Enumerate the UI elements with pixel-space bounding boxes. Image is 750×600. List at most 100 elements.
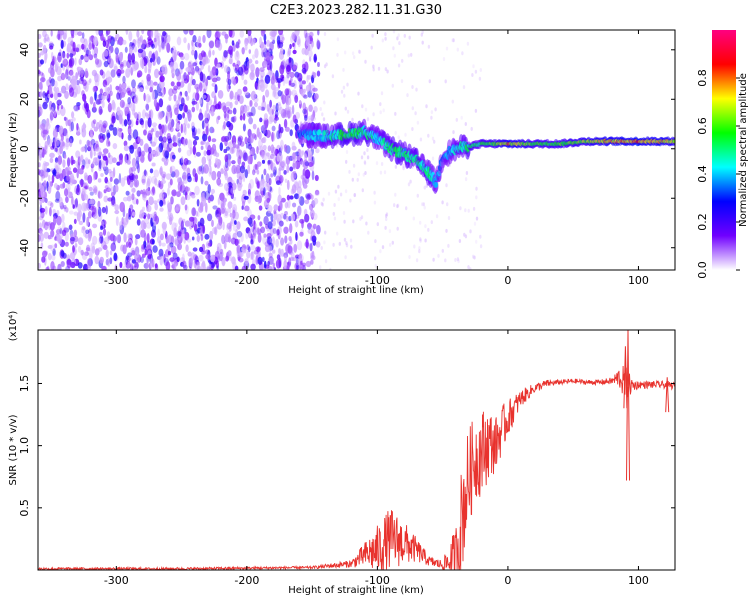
spectrogram-noise-cell [71, 111, 75, 119]
spectrogram-noise-cell [177, 113, 183, 121]
spectrogram-noise-cell [324, 230, 327, 235]
spectrogram-noise-cell [186, 74, 190, 83]
spectrogram-noise-cell [107, 197, 113, 202]
spectrogram-noise-cell [165, 261, 171, 270]
spectrogram-noise-cell [154, 263, 158, 269]
spectrogram-noise-cell [357, 91, 360, 96]
spectrogram-noise-cell [178, 52, 184, 58]
spectrogram-noise-cell [359, 216, 362, 221]
spectrogram-noise-cell [265, 51, 271, 61]
spectrogram-noise-cell [419, 220, 422, 225]
spectrogram-noise-cell [461, 51, 464, 56]
spectrogram-noise-cell [256, 169, 260, 175]
spectrogram-noise-cell [276, 35, 281, 45]
spectrogram-marks [38, 30, 675, 270]
spectrogram-noise-cell [73, 104, 76, 111]
spectrogram-noise-cell [294, 220, 299, 228]
spectrogram-noise-cell [173, 51, 177, 61]
spectrogram-noise-cell [371, 33, 374, 38]
spectrogram-noise-cell [412, 216, 415, 221]
spectrogram-ridge-cell [434, 181, 439, 188]
spectrogram-noise-cell [243, 79, 248, 85]
spectrogram-noise-cell [141, 59, 145, 70]
snr-y-tick-label: 1.0 [18, 437, 31, 455]
spectrogram-noise-cell [59, 228, 63, 235]
spectrogram-noise-cell [266, 197, 271, 203]
spectrogram-noise-cell [107, 102, 112, 113]
spectrogram-noise-cell [353, 193, 357, 197]
spectrogram-noise-cell [194, 50, 198, 60]
spectrogram-noise-cell [384, 32, 387, 37]
spectrogram-noise-cell [40, 171, 44, 182]
spectrogram-noise-cell [78, 168, 84, 175]
spectrogram-noise-cell [304, 199, 310, 205]
spectrogram-noise-cell [285, 215, 290, 222]
spectrogram-noise-cell [65, 138, 70, 143]
spectrogram-noise-cell [257, 84, 262, 91]
spectrogram-noise-cell [289, 43, 292, 50]
spectrogram-noise-cell [211, 219, 214, 227]
spectrogram-noise-cell [121, 82, 127, 90]
spectrogram-noise-cell [147, 68, 151, 74]
spectrogram-noise-cell [136, 254, 142, 263]
spectrogram-noise-cell [60, 39, 64, 49]
spectrogram-noise-cell [388, 229, 392, 234]
spectrogram-noise-cell [141, 79, 144, 86]
spectrogram-noise-cell [60, 63, 64, 68]
spectrogram-noise-cell [424, 224, 427, 229]
spectrogram-noise-cell [433, 139, 436, 144]
spectrogram-noise-cell [111, 99, 116, 110]
spectrogram-noise-cell [296, 240, 303, 251]
spectrogram-noise-cell [145, 93, 151, 104]
spectrogram-noise-cell [167, 202, 171, 210]
spectrogram-noise-cell [407, 53, 410, 58]
spectrogram-noise-cell [469, 229, 472, 234]
spectrogram-noise-cell [191, 106, 196, 113]
spectrogram-noise-cell [292, 114, 297, 123]
spectrogram-noise-cell [198, 165, 203, 172]
spectrogram-noise-cell [208, 158, 212, 168]
spectrogram-noise-cell [167, 187, 170, 196]
spectrogram-noise-cell [309, 31, 314, 38]
spectrogram-noise-cell [228, 58, 233, 65]
spectrogram-noise-cell [49, 157, 54, 163]
spectrogram-x-tick-label: -300 [104, 274, 129, 287]
spectrogram-noise-cell [394, 130, 397, 135]
snr-y-multiplier: (x10⁴) [8, 311, 19, 342]
spectrogram-noise-cell [82, 212, 86, 223]
spectrogram-noise-cell [224, 154, 229, 163]
spectrogram-noise-cell [222, 221, 225, 231]
spectrogram-noise-cell [294, 262, 299, 270]
spectrogram-noise-cell [305, 84, 310, 92]
spectrogram-noise-cell [189, 220, 193, 227]
spectrogram-noise-cell [167, 250, 172, 256]
spectrogram-noise-cell [202, 59, 207, 66]
spectrogram-noise-cell [194, 65, 200, 72]
spectrogram-noise-cell [72, 204, 75, 209]
spectrogram-noise-cell [136, 147, 141, 152]
spectrogram-noise-cell [304, 169, 311, 179]
spectrogram-noise-cell [161, 64, 165, 74]
spectrogram-noise-cell [177, 51, 180, 56]
spectrogram-noise-cell [381, 38, 384, 43]
spectrogram-noise-cell [66, 258, 72, 269]
spectrogram-noise-cell [418, 246, 421, 251]
spectrogram-noise-cell [382, 108, 385, 113]
spectrogram-noise-cell [380, 91, 384, 96]
spectrogram-noise-cell [270, 145, 274, 153]
spectrogram-noise-cell [177, 234, 183, 244]
spectrogram-noise-cell [361, 104, 364, 109]
spectrogram-noise-cell [211, 143, 217, 152]
spectrogram-noise-cell [180, 229, 185, 239]
spectrogram-y-tick-label: 40 [18, 43, 31, 57]
spectrogram-noise-cell [120, 177, 126, 187]
spectrogram-noise-cell [464, 208, 467, 213]
spectrogram-noise-cell [269, 60, 273, 71]
spectrogram-noise-cell [392, 46, 395, 51]
spectrogram-noise-cell [246, 61, 251, 69]
spectrogram-noise-cell [175, 135, 179, 143]
spectrogram-noise-cell [343, 219, 346, 224]
spectrogram-noise-cell [110, 242, 117, 252]
spectrogram-noise-cell [228, 85, 231, 90]
spectrogram-noise-cell [301, 67, 307, 74]
